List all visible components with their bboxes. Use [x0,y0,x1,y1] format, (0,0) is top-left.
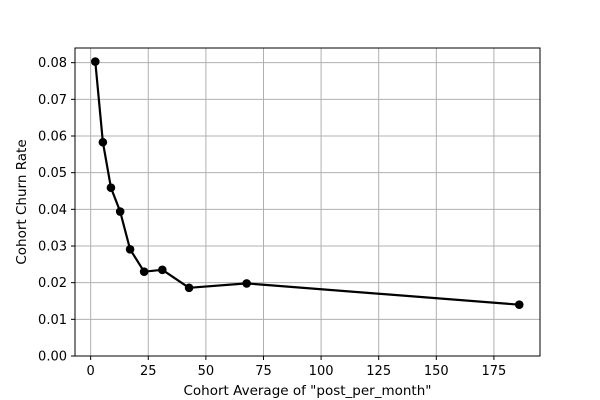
data-point [184,283,194,293]
x-tick-label: 175 [482,364,507,379]
y-tick-label: 0.03 [38,240,67,255]
y-tick-label: 0.08 [38,56,67,71]
y-tick-label: 0.00 [38,350,67,365]
x-tick-label: 0 [87,364,95,379]
x-tick-label: 25 [140,364,157,379]
axis-ticks: 0 25 50 75 100 125 150 175 0.00 0.01 0.02 0.03 0.04 0… [38,56,506,379]
series-layer [90,57,524,309]
x-tick-label: 75 [255,364,272,379]
data-point [106,183,116,192]
y-axis-title: Cohort Churn Rate [14,139,30,264]
data-point [242,279,251,288]
data-point [139,267,149,276]
data-point [158,265,167,275]
plot-frame [74,47,541,357]
x-axis-title: Cohort Average of "post_per_month" [184,383,432,399]
x-tick-label: 125 [366,364,391,379]
y-tick-label: 0.04 [38,203,67,218]
data-point [115,207,125,216]
y-tick-label: 0.07 [38,93,67,108]
y-tick-label: 0.06 [38,130,67,145]
data-point [98,137,108,147]
x-tick-label: 150 [424,364,449,379]
y-tick-label: 0.02 [38,276,67,291]
grid-lines [75,48,540,357]
y-tick-label: 0.05 [38,166,67,181]
data-point [90,57,100,66]
series-line [94,61,520,306]
x-tick-label: 50 [198,364,215,379]
data-point [125,245,135,254]
x-tick-label: 100 [309,364,334,379]
y-tick-label: 0.01 [38,313,67,328]
data-point [514,300,524,309]
